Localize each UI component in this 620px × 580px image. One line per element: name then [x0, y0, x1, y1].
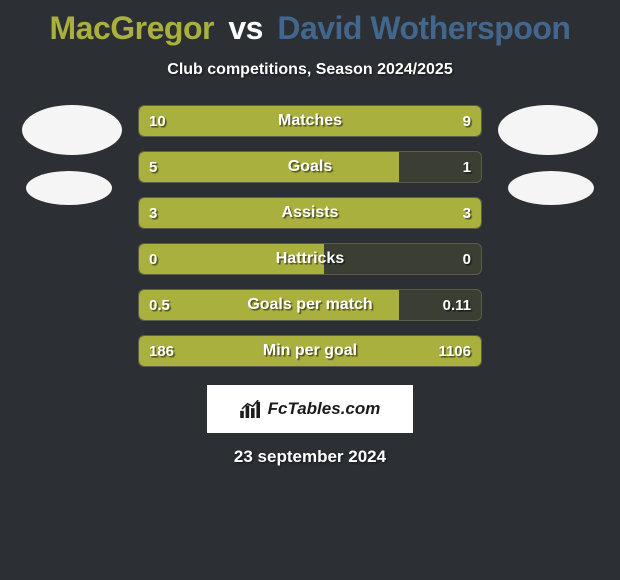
player1-club-avatar	[26, 171, 112, 205]
player2-avatar-col	[498, 105, 604, 205]
subtitle: Club competitions, Season 2024/2025	[167, 61, 452, 79]
stat-fill-left	[139, 106, 320, 136]
stat-value-right: 0.11	[443, 290, 471, 320]
player1-avatar-col	[16, 105, 122, 205]
fctables-icon	[240, 400, 262, 418]
vs-label: vs	[228, 10, 263, 46]
stat-fill-left	[139, 290, 399, 320]
logo-box: FcTables.com	[207, 385, 413, 433]
logo-text: FcTables.com	[268, 399, 381, 419]
player1-name: MacGregor	[50, 10, 214, 46]
stat-fill-right	[320, 106, 481, 136]
stat-fill-left	[139, 244, 324, 274]
stat-fill-left	[139, 336, 481, 366]
stat-value-right: 0	[463, 244, 471, 274]
stat-row: 109Matches	[138, 105, 482, 137]
player1-head-avatar	[22, 105, 122, 155]
comparison-title: MacGregor vs David Wotherspoon	[50, 10, 571, 47]
stat-row: 0.50.11Goals per match	[138, 289, 482, 321]
stat-row: 1861106Min per goal	[138, 335, 482, 367]
stat-bars: 109Matches 51Goals 33Assists 00Hattricks 0.5…	[138, 105, 482, 367]
stat-row: 51Goals	[138, 151, 482, 183]
stat-fill-right	[310, 198, 481, 228]
player2-head-avatar	[498, 105, 598, 155]
stat-row: 33Assists	[138, 197, 482, 229]
infographic-root: MacGregor vs David Wotherspoon Club comp…	[0, 0, 620, 467]
date-label: 23 september 2024	[234, 447, 386, 467]
stat-fill-left	[139, 152, 399, 182]
stat-fill-left	[139, 198, 310, 228]
stat-row: 00Hattricks	[138, 243, 482, 275]
chart-area: 109Matches 51Goals 33Assists 00Hattricks 0.5…	[0, 105, 620, 367]
stat-value-right: 1	[463, 152, 471, 182]
player2-name: David Wotherspoon	[277, 10, 570, 46]
player2-club-avatar	[508, 171, 594, 205]
